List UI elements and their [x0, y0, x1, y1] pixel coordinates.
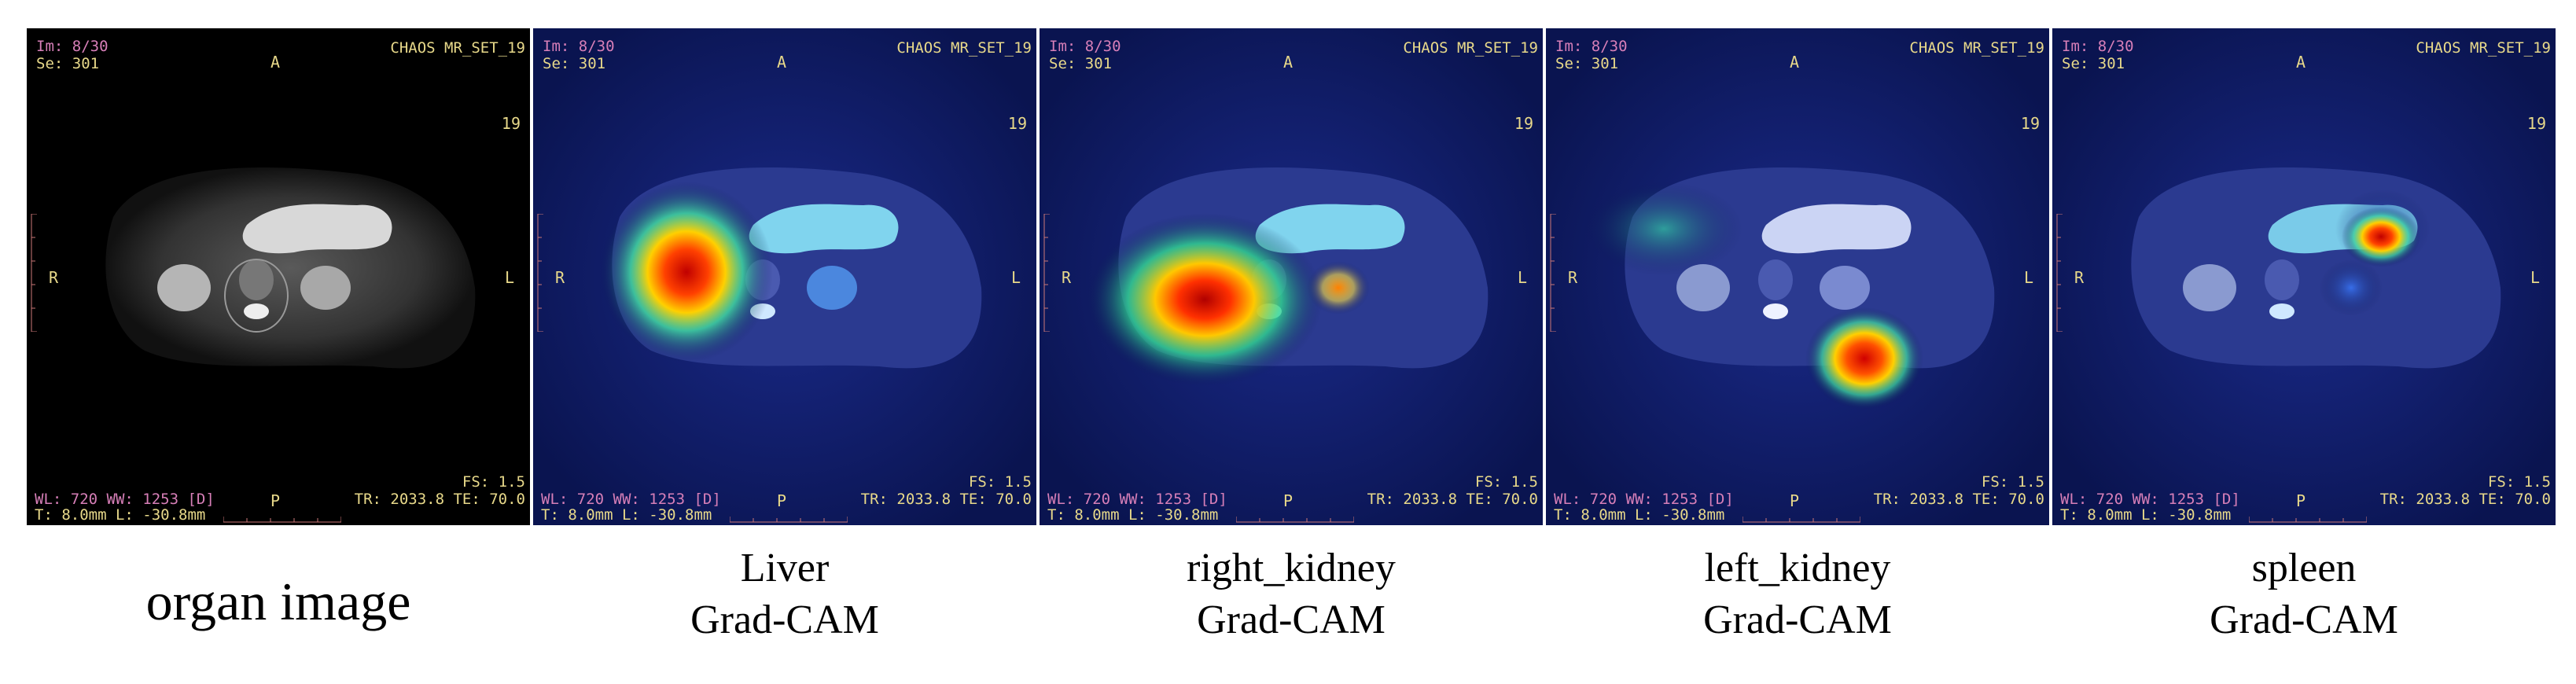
- anterior-marker: A: [270, 53, 281, 72]
- posterior-marker: P: [270, 491, 281, 510]
- dataset-label: CHAOS MR_SET_19: [1909, 39, 2044, 57]
- slice-number: 19: [1514, 114, 1533, 133]
- caption-line-1: organ image: [145, 572, 411, 631]
- left-kidney-gradcam-caption: left_kidney Grad-CAM: [1546, 542, 2049, 646]
- left-marker: L: [2023, 268, 2033, 287]
- slice-number: 19: [2020, 114, 2040, 133]
- organ-image-panel: Im: 8/30 Se: 301 CHAOS MR_SET_19 A 19 R L…: [27, 28, 530, 525]
- tr-te-value: TR: 2033.8 TE: 70.0: [2379, 491, 2551, 508]
- series-number: Se: 301: [36, 55, 100, 72]
- right-marker: R: [2074, 268, 2085, 287]
- horizontal-scale-ruler: [223, 517, 341, 523]
- horizontal-scale-ruler: [730, 517, 848, 523]
- vertical-scale-ruler: [1550, 214, 1556, 332]
- right-marker: R: [1568, 268, 1578, 287]
- series-number: Se: 301: [1555, 55, 1619, 72]
- caption-line-1: spleen: [2251, 546, 2357, 590]
- liver-gradcam-caption: Liver Grad-CAM: [533, 542, 1036, 646]
- image-series-info: Im: 8/30 Se: 301: [1555, 38, 1628, 72]
- vertical-scale-ruler: [1043, 214, 1050, 332]
- series-number: Se: 301: [1049, 55, 1113, 72]
- anterior-marker: A: [1790, 53, 1800, 72]
- right-marker: R: [1062, 268, 1072, 287]
- image-series-info: Im: 8/30 Se: 301: [1049, 38, 1121, 72]
- right-marker: R: [49, 268, 59, 287]
- anterior-marker: A: [1283, 53, 1294, 72]
- tr-te-value: TR: 2033.8 TE: 70.0: [354, 491, 525, 508]
- posterior-marker: P: [2296, 491, 2306, 510]
- image-index: Im: 8/30: [36, 38, 109, 55]
- window-level: WL: 720 WW: 1253 [D]: [2060, 491, 2240, 508]
- caption-line-1: left_kidney: [1704, 546, 1891, 590]
- slice-number: 19: [1007, 114, 1027, 133]
- horizontal-scale-ruler: [1236, 517, 1354, 523]
- posterior-marker: P: [777, 491, 787, 510]
- image-series-info: Im: 8/30 Se: 301: [2062, 38, 2134, 72]
- right-kidney-gradcam-caption: right_kidney Grad-CAM: [1040, 542, 1543, 646]
- vertical-scale-ruler: [2056, 214, 2063, 332]
- dataset-label: CHAOS MR_SET_19: [390, 39, 525, 57]
- slice-number: 19: [2526, 114, 2546, 133]
- caption-line-1: Liver: [740, 546, 830, 590]
- image-index: Im: 8/30: [2062, 38, 2134, 55]
- organ-image-caption: organ image: [27, 542, 530, 660]
- dataset-label: CHAOS MR_SET_19: [896, 39, 1032, 57]
- left-kidney-gradcam-panel: Im: 8/30 Se: 301 CHAOS MR_SET_19 A 19 R L…: [1546, 28, 2049, 525]
- image-series-info: Im: 8/30 Se: 301: [36, 38, 109, 72]
- tr-te-value: TR: 2033.8 TE: 70.0: [860, 491, 1032, 508]
- thickness-location: T: 8.0mm L: -30.8mm: [2060, 506, 2232, 524]
- image-index: Im: 8/30: [1555, 38, 1628, 55]
- anterior-marker: A: [2296, 53, 2306, 72]
- vertical-scale-ruler: [537, 214, 543, 332]
- left-marker: L: [1517, 268, 1527, 287]
- dataset-label: CHAOS MR_SET_19: [1403, 39, 1538, 57]
- posterior-marker: P: [1283, 491, 1294, 510]
- caption-line-2: Grad-CAM: [690, 598, 879, 642]
- right-marker: R: [555, 268, 565, 287]
- fs-value: FS: 1.5: [1981, 473, 2044, 491]
- left-kidney-gradcam-heatmap: [1546, 28, 2049, 525]
- right-kidney-gradcam-heatmap: [1040, 28, 1543, 525]
- caption-line-2: Grad-CAM: [2210, 598, 2398, 642]
- caption-line-2: Grad-CAM: [1197, 598, 1386, 642]
- fs-value: FS: 1.5: [968, 473, 1032, 491]
- liver-gradcam-heatmap: [533, 28, 1036, 525]
- caption-line-1: right_kidney: [1187, 546, 1396, 590]
- thickness-location: T: 8.0mm L: -30.8mm: [541, 506, 712, 524]
- series-number: Se: 301: [2062, 55, 2125, 72]
- fs-value: FS: 1.5: [2487, 473, 2551, 491]
- left-marker: L: [1010, 268, 1021, 287]
- left-marker: L: [504, 268, 514, 287]
- tr-te-value: TR: 2033.8 TE: 70.0: [1367, 491, 1538, 508]
- anterior-marker: A: [777, 53, 787, 72]
- spleen-gradcam-caption: spleen Grad-CAM: [2052, 542, 2556, 646]
- horizontal-scale-ruler: [1742, 517, 1860, 523]
- fs-value: FS: 1.5: [462, 473, 525, 491]
- tr-te-value: TR: 2033.8 TE: 70.0: [1873, 491, 2044, 508]
- window-level: WL: 720 WW: 1253 [D]: [1554, 491, 1734, 508]
- spleen-gradcam-panel: Im: 8/30 Se: 301 CHAOS MR_SET_19 A 19 R L…: [2052, 28, 2556, 525]
- image-series-info: Im: 8/30 Se: 301: [543, 38, 615, 72]
- left-marker: L: [2530, 268, 2540, 287]
- caption-line-2: Grad-CAM: [1703, 598, 1892, 642]
- mri-slice: [27, 28, 530, 525]
- posterior-marker: P: [1790, 491, 1800, 510]
- vertical-scale-ruler: [31, 214, 37, 332]
- image-index: Im: 8/30: [543, 38, 615, 55]
- spleen-gradcam-heatmap: [2052, 28, 2556, 525]
- liver-gradcam-panel: Im: 8/30 Se: 301 CHAOS MR_SET_19 A 19 R L…: [533, 28, 1036, 525]
- thickness-location: T: 8.0mm L: -30.8mm: [1554, 506, 1725, 524]
- window-level: WL: 720 WW: 1253 [D]: [1047, 491, 1227, 508]
- thickness-location: T: 8.0mm L: -30.8mm: [35, 506, 206, 524]
- horizontal-scale-ruler: [2249, 517, 2367, 523]
- dataset-label: CHAOS MR_SET_19: [2416, 39, 2551, 57]
- right-kidney-gradcam-panel: Im: 8/30 Se: 301 CHAOS MR_SET_19 A 19 R L…: [1040, 28, 1543, 525]
- series-number: Se: 301: [543, 55, 606, 72]
- slice-number: 19: [501, 114, 521, 133]
- thickness-location: T: 8.0mm L: -30.8mm: [1047, 506, 1219, 524]
- window-level: WL: 720 WW: 1253 [D]: [541, 491, 721, 508]
- window-level: WL: 720 WW: 1253 [D]: [35, 491, 215, 508]
- image-index: Im: 8/30: [1049, 38, 1121, 55]
- fs-value: FS: 1.5: [1474, 473, 1538, 491]
